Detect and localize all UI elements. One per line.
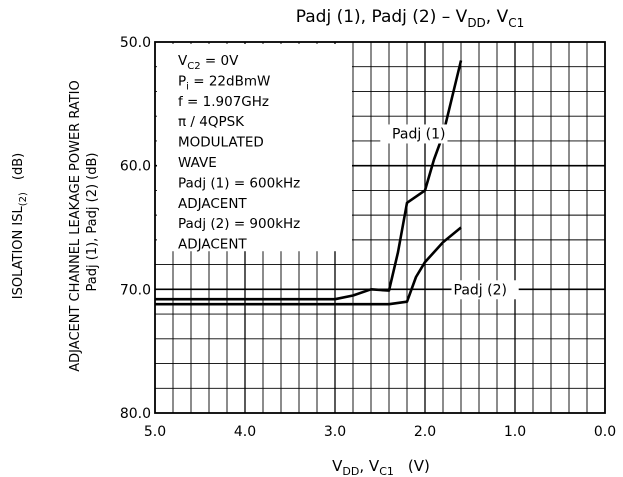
series-label-bg — [380, 124, 448, 144]
legend-text: Pi = 22dBmW — [178, 73, 270, 92]
x-tick-label: 1.0 — [504, 424, 526, 440]
y-axis-label-isolation: ISOLATION ISL(2)(dB) — [11, 153, 29, 299]
y-tick-label: 80.0 — [120, 406, 151, 422]
legend-text: ADJACENT — [178, 237, 247, 253]
x-tick-label: 2.0 — [414, 424, 436, 440]
series-line-padj2 — [155, 226, 462, 306]
legend-text: MODULATED — [178, 135, 264, 151]
legend-text: WAVE — [178, 155, 217, 171]
y-axis-label-sub: Padj (1), Padj (2) (dB) — [85, 153, 100, 292]
tick-labels: 5.0 4.0 3.0 2.0 1.0 0.0 50.0 60.0 70.0 80.0 — [120, 35, 616, 440]
y-tick-label: 70.0 — [120, 282, 151, 298]
y-tick-label: 50.0 — [120, 35, 151, 51]
x-tick-label: 3.0 — [324, 424, 346, 440]
legend-text: Padj (1) = 600kHz — [178, 175, 300, 191]
y-axis-label-main: ADJACENT CHANNEL LEAKAGE POWER RATIO — [68, 80, 83, 371]
series-line-padj1 — [155, 60, 463, 301]
plot-area — [154, 41, 606, 414]
legend-box — [157, 44, 352, 252]
legend-text: VC2 = 0V — [178, 53, 239, 72]
x-tick-label: 0.0 — [594, 424, 616, 440]
legend-text: π / 4QPSK — [178, 114, 245, 130]
series-label: Padj (2) — [454, 282, 507, 298]
series-label: Padj (1) — [392, 126, 445, 142]
x-tick-label: 5.0 — [144, 424, 166, 440]
series-label-bg — [451, 280, 519, 300]
series-labels: Padj (1) Padj (2) — [380, 124, 519, 300]
chart-title: Padj (1), Padj (2) – VDD, VC1 — [296, 7, 525, 30]
legend-text: ADJACENT — [178, 196, 247, 212]
x-tick-label: 4.0 — [234, 424, 256, 440]
x-axis-label: VDD, VC1 (V) — [332, 457, 430, 477]
legend-text: Padj (2) = 900kHz — [178, 216, 300, 232]
y-tick-label: 60.0 — [120, 159, 151, 175]
series — [155, 60, 463, 306]
legend-text: f = 1.907GHz — [178, 94, 269, 110]
